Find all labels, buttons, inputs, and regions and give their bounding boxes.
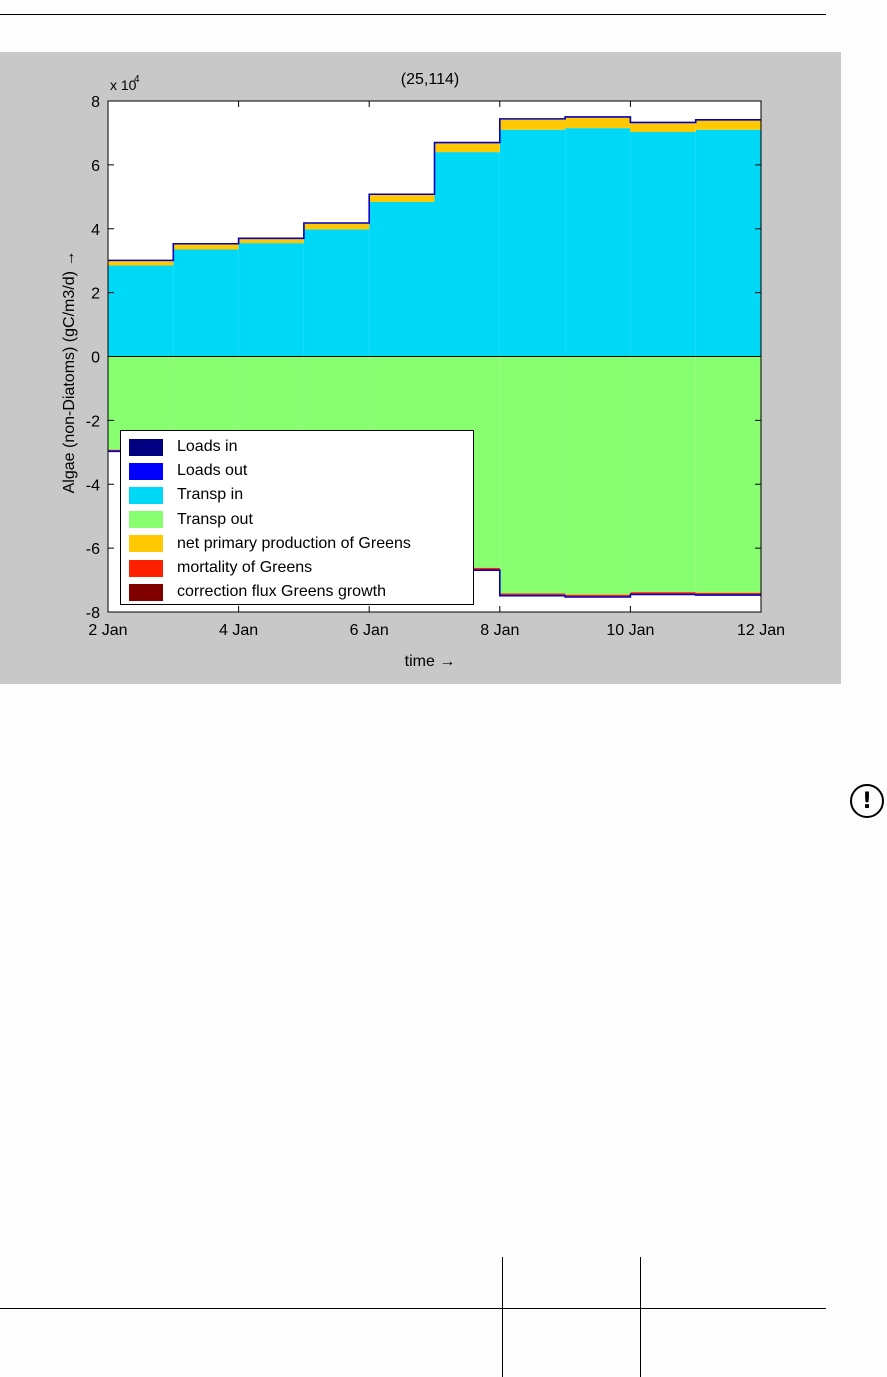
y-tick-label: -8 <box>86 605 100 622</box>
legend-label: Loads out <box>177 462 248 480</box>
legend-label: mortality of Greens <box>177 559 313 577</box>
legend: Loads in Loads out Transp in Transp out net … <box>120 430 474 605</box>
y-tick-label: 0 <box>91 350 100 367</box>
area-segment <box>173 249 239 357</box>
y-tick-label: 6 <box>91 158 100 175</box>
area-segment <box>369 194 435 202</box>
legend-label: Loads in <box>177 438 238 456</box>
x-tick-label: 12 Jan <box>737 622 785 639</box>
figure-panel: 2 Jan 4 Jan 6 Jan 8 Jan 10 Jan 12 Jan 8 6 4 2 0 -2 -… <box>0 52 841 684</box>
area-segment <box>630 122 696 132</box>
table-header-frame <box>0 1257 826 1377</box>
legend-item: mortality of Greens <box>129 556 473 580</box>
positive-envelope-line <box>108 116 761 262</box>
area-segment <box>173 243 239 250</box>
area-segment <box>565 128 631 357</box>
chart-title: (25,114) <box>401 71 459 88</box>
legend-swatch <box>129 559 163 577</box>
area-segment <box>565 116 631 129</box>
y-tick-label: 4 <box>91 222 100 239</box>
area-segment <box>369 201 435 357</box>
area-segment <box>499 129 566 357</box>
area-segment <box>108 265 174 357</box>
y-tick-label: -6 <box>86 541 100 558</box>
area-segment <box>695 356 761 593</box>
y-axis-label: Algae (non-Diatoms) (gC/m3/d) → <box>61 251 78 494</box>
area-segment <box>303 229 370 357</box>
legend-swatch <box>129 462 163 480</box>
area-segment <box>499 356 566 594</box>
area-segment <box>303 223 370 230</box>
legend-label: Transp in <box>177 486 244 504</box>
area-segment <box>695 119 761 130</box>
legend-swatch <box>129 583 163 601</box>
legend-swatch <box>129 438 163 456</box>
area-segment <box>630 592 696 595</box>
page-top-rule <box>0 14 826 15</box>
table-column-divider <box>640 1257 641 1377</box>
area-segment <box>565 594 631 597</box>
x-tick-label: 8 Jan <box>480 622 519 639</box>
y-multiplier-exponent: 4 <box>134 74 140 85</box>
warning-exclamation-icon: ! <box>850 784 884 818</box>
area-segment <box>630 131 696 357</box>
legend-item: Loads out <box>129 459 473 483</box>
area-segment <box>434 142 500 153</box>
y-tick-label: 2 <box>91 286 100 303</box>
x-tick-label: 4 Jan <box>219 622 258 639</box>
y-multiplier-label: x 10 <box>110 77 137 93</box>
y-tick-label: -2 <box>86 413 100 430</box>
legend-label: correction flux Greens growth <box>177 583 386 601</box>
series-net-primary-production-of-greens <box>108 116 761 266</box>
series-transp-in <box>108 128 761 357</box>
legend-label: net primary production of Greens <box>177 534 411 552</box>
legend-swatch <box>129 535 163 553</box>
x-tick-label: 10 Jan <box>606 622 654 639</box>
area-segment <box>434 152 500 357</box>
table-column-divider <box>502 1257 503 1377</box>
area-segment <box>499 593 566 596</box>
table-rule <box>0 1308 826 1309</box>
area-segment <box>238 243 304 357</box>
area-segment <box>565 356 631 595</box>
legend-item: Loads in <box>129 435 473 459</box>
x-axis-label: time → <box>405 653 456 670</box>
legend-item: net primary production of Greens <box>129 532 473 556</box>
legend-swatch <box>129 511 163 529</box>
x-tick-label: 6 Jan <box>350 622 389 639</box>
y-tick-label: -4 <box>86 477 100 494</box>
legend-label: Transp out <box>177 510 253 528</box>
legend-item: Transp in <box>129 483 473 507</box>
x-tick-label: 2 Jan <box>88 622 127 639</box>
area-segment <box>630 356 696 593</box>
legend-item: correction flux Greens growth <box>129 580 473 604</box>
area-segment <box>108 260 174 266</box>
y-tick-label: 8 <box>91 94 100 111</box>
area-segment <box>499 118 566 130</box>
legend-swatch <box>129 486 163 504</box>
area-segment <box>695 129 761 357</box>
legend-item: Transp out <box>129 508 473 532</box>
area-segment <box>695 592 761 596</box>
area-segment <box>238 238 304 244</box>
